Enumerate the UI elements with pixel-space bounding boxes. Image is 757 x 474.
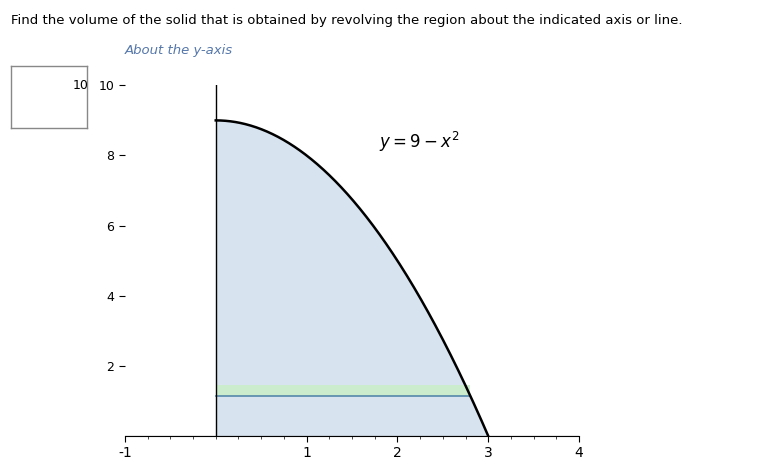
Text: About the y-axis: About the y-axis — [125, 44, 233, 57]
Text: 10: 10 — [73, 79, 89, 92]
Text: $y = 9 - x^2$: $y = 9 - x^2$ — [379, 130, 459, 155]
Text: Find the volume of the solid that is obtained by revolving the region about the : Find the volume of the solid that is obt… — [11, 14, 683, 27]
